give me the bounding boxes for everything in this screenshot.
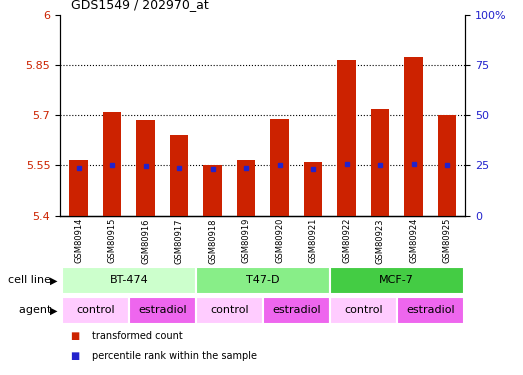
Text: ■: ■ (71, 351, 80, 361)
Text: control: control (76, 305, 115, 315)
Text: T47-D: T47-D (246, 275, 280, 285)
Text: GDS1549 / 202970_at: GDS1549 / 202970_at (71, 0, 208, 11)
Text: agent: agent (19, 305, 55, 315)
Text: GSM80925: GSM80925 (442, 218, 451, 263)
Bar (263, 297, 330, 324)
Text: estradiol: estradiol (272, 305, 321, 315)
Text: BT-474: BT-474 (109, 275, 148, 285)
Text: GSM80923: GSM80923 (376, 218, 384, 264)
Bar (170, 135, 188, 216)
Text: GSM80924: GSM80924 (409, 218, 418, 263)
Text: GSM80920: GSM80920 (275, 218, 284, 263)
Bar (337, 60, 356, 216)
Text: GSM80917: GSM80917 (175, 218, 184, 264)
Bar (237, 160, 255, 216)
Text: ▶: ▶ (50, 275, 58, 285)
Bar (330, 267, 464, 294)
Text: estradiol: estradiol (138, 305, 187, 315)
Bar (397, 297, 464, 324)
Text: control: control (344, 305, 383, 315)
Bar (196, 297, 263, 324)
Bar (137, 120, 155, 216)
Bar (70, 160, 88, 216)
Text: GSM80921: GSM80921 (309, 218, 317, 263)
Bar (404, 57, 423, 216)
Text: control: control (210, 305, 248, 315)
Bar (438, 116, 456, 216)
Bar (304, 162, 322, 216)
Bar (371, 109, 389, 216)
Bar (203, 165, 222, 216)
Bar (62, 297, 129, 324)
Bar (330, 297, 397, 324)
Text: GSM80916: GSM80916 (141, 218, 150, 264)
Text: GSM80918: GSM80918 (208, 218, 217, 264)
Text: GSM80914: GSM80914 (74, 218, 83, 263)
Text: transformed count: transformed count (92, 331, 183, 340)
Text: cell line: cell line (8, 275, 55, 285)
Bar (103, 112, 121, 216)
Text: ▶: ▶ (50, 305, 58, 315)
Text: estradiol: estradiol (406, 305, 454, 315)
Bar (196, 267, 330, 294)
Text: GSM80919: GSM80919 (242, 218, 251, 263)
Bar (62, 267, 196, 294)
Text: MCF-7: MCF-7 (379, 275, 414, 285)
Bar (129, 297, 196, 324)
Text: GSM80915: GSM80915 (108, 218, 117, 263)
Bar (270, 119, 289, 216)
Text: GSM80922: GSM80922 (342, 218, 351, 263)
Text: percentile rank within the sample: percentile rank within the sample (92, 351, 256, 361)
Text: ■: ■ (71, 331, 80, 340)
